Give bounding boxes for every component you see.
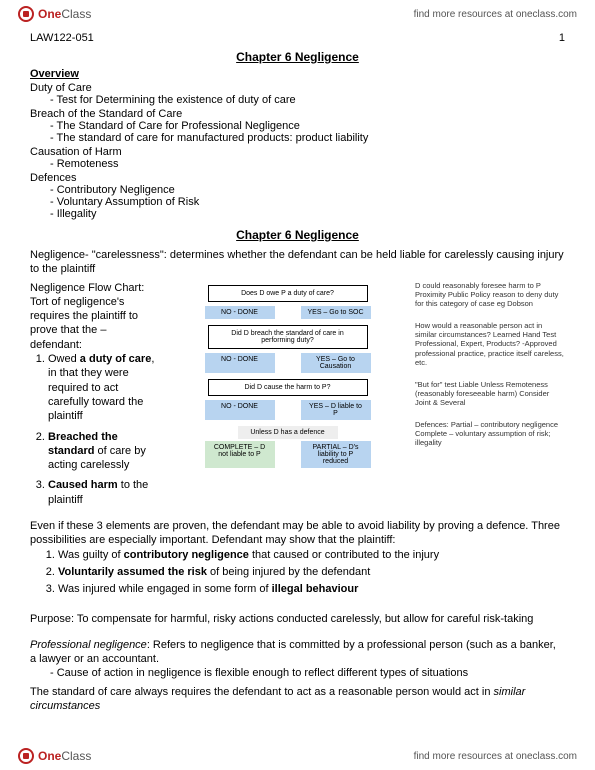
section-subtitle: Chapter 6 Negligence <box>30 228 565 242</box>
prof-neg-para: Professional negligence: Refers to negli… <box>30 638 565 667</box>
t: illegal behaviour <box>272 583 359 595</box>
flow-no-done: NO - DONE <box>205 306 275 319</box>
flow-question-1: Does D owe P a duty of care? <box>208 285 368 302</box>
flowchart-region: Negligence Flow Chart: Tort of negligenc… <box>30 281 565 513</box>
page-title: Chapter 6 Negligence <box>30 50 565 64</box>
page-footer: OneClass find more resources at oneclass… <box>0 742 595 770</box>
t: Caused harm <box>48 479 118 491</box>
list-item: Voluntarily assumed the risk of being in… <box>58 565 565 580</box>
page-num: 1 <box>559 32 565 44</box>
text-line: defendant: <box>30 338 160 352</box>
breach-heading: Breach of the Standard of Care <box>30 108 565 120</box>
list-item: Voluntary Assumption of Risk <box>50 196 565 208</box>
text-line: Negligence Flow Chart: <box>30 281 160 295</box>
flowchart: Does D owe P a duty of care? NO - DONE Y… <box>172 281 403 513</box>
defences-list: Contributory Negligence Voluntary Assump… <box>50 184 565 220</box>
flow-no-done: NO - DONE <box>205 353 275 373</box>
logo-one: One <box>38 7 61 21</box>
t: The standard of care always requires the… <box>30 686 494 698</box>
t: Was guilty of <box>58 549 124 561</box>
flow-notes: D could reasonably foresee harm to P Pro… <box>415 281 565 513</box>
list-item: The standard of care for manufactured pr… <box>50 132 565 144</box>
list-item: Remoteness <box>50 158 565 170</box>
duty-heading: Duty of Care <box>30 82 565 94</box>
logo-icon <box>18 748 34 764</box>
t: Was injured while engaged in some form o… <box>58 583 272 595</box>
logo-class: Class <box>61 7 91 21</box>
t: Voluntarily assumed the risk <box>58 566 207 578</box>
prof-neg-sub: Cause of action in negligence is flexibl… <box>50 667 565 679</box>
note: D could reasonably foresee harm to P Pro… <box>415 281 565 309</box>
list-item: Owed a duty of care, in that they were r… <box>48 352 160 423</box>
list-item: Test for Determining the existence of du… <box>50 94 565 106</box>
flow-question-2: Did D breach the standard of care in per… <box>208 325 368 349</box>
possibilities-list: Was guilty of contributory negligence th… <box>58 548 565 598</box>
causation-heading: Causation of Harm <box>30 146 565 158</box>
flow-yes-soc: YES – Go to SOC <box>301 306 371 319</box>
elements-list: Owed a duty of care, in that they were r… <box>48 352 160 507</box>
flow-yes-caus: YES – Go to Causation <box>301 353 371 373</box>
list-item: Breached the standard of care by acting … <box>48 430 160 473</box>
logo-text: OneClass <box>38 749 91 763</box>
text-line: requires the plaintiff to <box>30 309 160 323</box>
header-link[interactable]: find more resources at oneclass.com <box>414 9 577 20</box>
defences-heading: Defences <box>30 172 565 184</box>
t: of being injured by the defendant <box>207 566 370 578</box>
breach-list: The Standard of Care for Professional Ne… <box>50 120 565 144</box>
course-code: LAW122-051 <box>30 32 94 44</box>
document-body: LAW122-051 1 Chapter 6 Negligence Overvi… <box>0 28 595 753</box>
course-line: LAW122-051 1 <box>30 32 565 44</box>
list-item: Was guilty of contributory negligence th… <box>58 548 565 563</box>
flow-complete: COMPLETE – D not liable to P <box>205 441 275 468</box>
footer-link[interactable]: find more resources at oneclass.com <box>414 751 577 762</box>
logo-text: OneClass <box>38 7 91 21</box>
even-if-para: Even if these 3 elements are proven, the… <box>30 519 565 548</box>
negligence-definition: Negligence- "carelessness": determines w… <box>30 248 565 277</box>
list-item: Caused harm to the plaintiff <box>48 478 160 507</box>
logo: OneClass <box>18 6 91 22</box>
flow-partial: PARTIAL – D's liability to P reduced <box>301 441 371 468</box>
flow-question-3: Did D cause the harm to P? <box>208 379 368 396</box>
note: Defences: Partial – contributory neglige… <box>415 420 565 448</box>
list-item: Was injured while engaged in some form o… <box>58 582 565 597</box>
logo: OneClass <box>18 748 91 764</box>
note: How would a reasonable person act in sim… <box>415 321 565 368</box>
purpose-para: Purpose: To compensate for harmful, risk… <box>30 612 565 626</box>
t: Professional negligence <box>30 639 147 651</box>
t: Owed <box>48 353 80 365</box>
list-item: Contributory Negligence <box>50 184 565 196</box>
flow-yes-liable: YES – D liable to P <box>301 400 371 420</box>
list-item: Illegality <box>50 208 565 220</box>
note: "But for" test Liable Unless Remoteness … <box>415 380 565 408</box>
logo-one: One <box>38 749 61 763</box>
t: contributory negligence <box>124 549 249 561</box>
flow-unless: Unless D has a defence <box>238 426 338 439</box>
text-line: Tort of negligence's <box>30 295 160 309</box>
t: a duty of care <box>80 353 152 365</box>
flow-no-done: NO - DONE <box>205 400 275 420</box>
t: that caused or contributed to the injury <box>249 549 439 561</box>
causation-list: Remoteness <box>50 158 565 170</box>
flow-left-text: Negligence Flow Chart: Tort of negligenc… <box>30 281 160 513</box>
logo-icon <box>18 6 34 22</box>
list-item: Cause of action in negligence is flexibl… <box>50 667 565 679</box>
list-item: The Standard of Care for Professional Ne… <box>50 120 565 132</box>
logo-class: Class <box>61 749 91 763</box>
standard-para: The standard of care always requires the… <box>30 685 565 714</box>
overview-heading: Overview <box>30 68 565 80</box>
duty-list: Test for Determining the existence of du… <box>50 94 565 106</box>
page-header: OneClass find more resources at oneclass… <box>0 0 595 28</box>
text-line: prove that the – <box>30 323 160 337</box>
